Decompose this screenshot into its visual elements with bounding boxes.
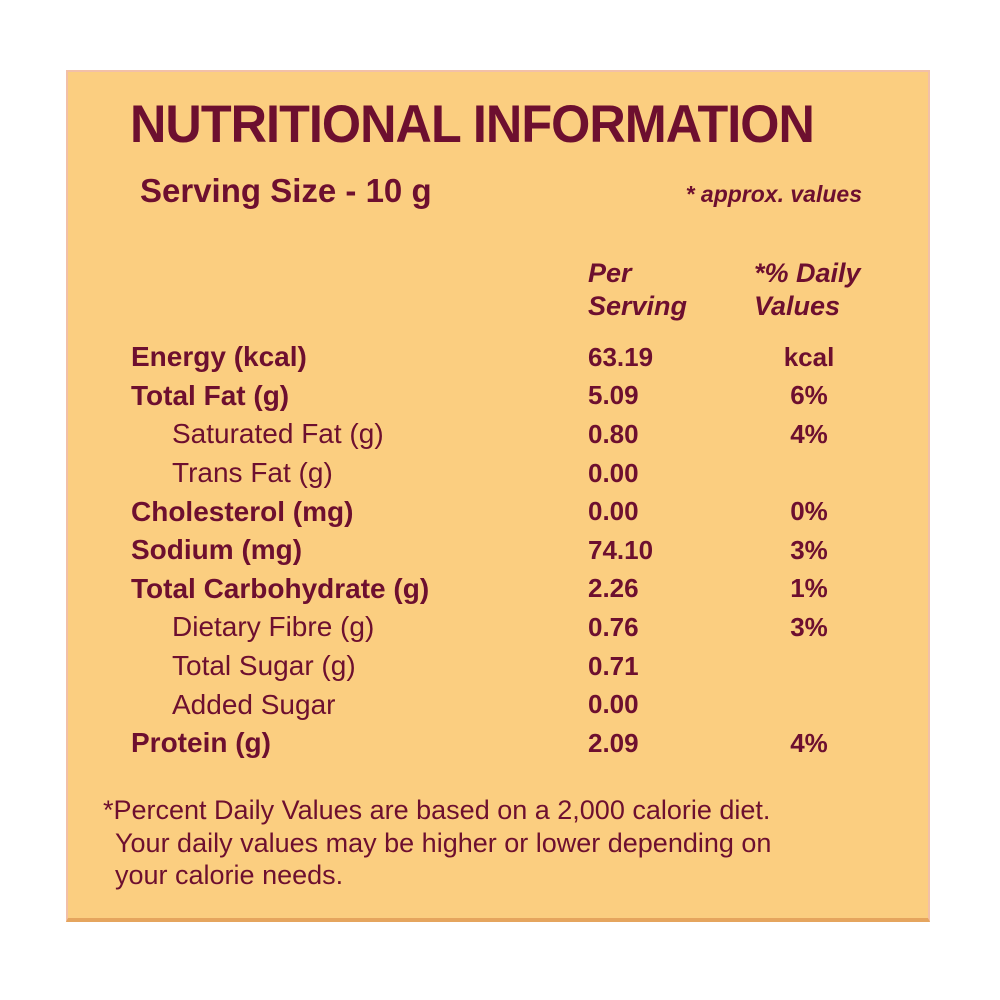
nutrient-label: Total Carbohydrate (g) — [131, 572, 430, 604]
nutrition-table: Energy (kcal) 63.19 kcal Total Fat (g) 5.09 6… — [68, 338, 928, 763]
table-header-row: Per Serving *% Daily Values — [68, 257, 928, 323]
daily-value: 3% — [790, 534, 828, 565]
nutrient-label: Protein (g) — [131, 727, 271, 759]
nutrition-label-panel: NUTRITIONAL INFORMATION Serving Size - 1… — [66, 70, 930, 922]
nutrient-label: Total Fat (g) — [131, 379, 290, 411]
table-row: Energy (kcal) 63.19 kcal — [68, 338, 928, 377]
serving-size-row: Serving Size - 10 g * approx. values — [140, 172, 862, 210]
nutrient-label: Added Sugar — [172, 688, 336, 720]
column-header-per-serving: Per Serving — [588, 258, 688, 321]
table-row: Total Fat (g) 5.09 6% — [68, 377, 928, 416]
daily-value: 0% — [790, 496, 828, 527]
nutrient-label: Sodium (mg) — [131, 534, 303, 566]
nutrient-label: Energy (kcal) — [131, 341, 307, 373]
per-serving-value: 5.09 — [588, 380, 639, 411]
per-serving-value: 0.80 — [588, 418, 639, 449]
footnote-line: *Percent Daily Values are based on a 2,0… — [103, 795, 771, 825]
per-serving-value: 2.09 — [588, 727, 639, 758]
table-row: Trans Fat (g) 0.00 — [68, 454, 928, 493]
serving-size-text: Serving Size - 10 g — [140, 172, 432, 209]
per-serving-value: 0.71 — [588, 650, 639, 681]
per-serving-value: 0.00 — [588, 457, 639, 488]
table-row: Cholesterol (mg) 0.00 0% — [68, 492, 928, 531]
per-serving-value: 0.00 — [588, 689, 639, 720]
daily-value: 3% — [790, 611, 828, 642]
footnote-line: Your daily values may be higher or lower… — [115, 827, 772, 858]
daily-value: 6% — [790, 380, 828, 411]
nutrient-label: Total Sugar (g) — [172, 650, 356, 682]
table-row: Sodium (mg) 74.10 3% — [68, 531, 928, 570]
approx-values-note: * approx. values — [685, 181, 862, 207]
per-serving-value: 0.00 — [588, 496, 639, 527]
nutrient-label: Saturated Fat (g) — [172, 418, 384, 450]
per-serving-value: 63.19 — [588, 341, 654, 372]
footnote-line: your calorie needs. — [115, 860, 344, 890]
per-serving-value: 74.10 — [588, 534, 654, 565]
nutrition-label-title: NUTRITIONAL INFORMATION — [130, 95, 815, 154]
table-row: Added Sugar 0.00 — [68, 685, 928, 724]
table-row: Protein (g) 2.09 4% — [68, 724, 928, 763]
table-row: Total Sugar (g) 0.71 — [68, 647, 928, 686]
table-row: Total Carbohydrate (g) 2.26 1% — [68, 570, 928, 609]
per-serving-value: 0.76 — [588, 611, 639, 642]
nutrient-label: Cholesterol (mg) — [131, 495, 354, 527]
daily-value: 4% — [790, 418, 828, 449]
per-serving-value: 2.26 — [588, 573, 639, 604]
daily-values-footnote: *Percent Daily Values are based on a 2,0… — [103, 794, 771, 892]
daily-value: 1% — [790, 573, 828, 604]
nutrient-label: Trans Fat (g) — [172, 457, 333, 489]
column-header-daily-values: *% Daily Values — [754, 258, 861, 321]
nutrient-label: Dietary Fibre (g) — [172, 611, 375, 643]
daily-value: kcal — [783, 341, 835, 372]
table-row: Saturated Fat (g) 0.80 4% — [68, 415, 928, 454]
daily-value: 4% — [790, 727, 828, 758]
table-row: Dietary Fibre (g) 0.76 3% — [68, 608, 928, 647]
